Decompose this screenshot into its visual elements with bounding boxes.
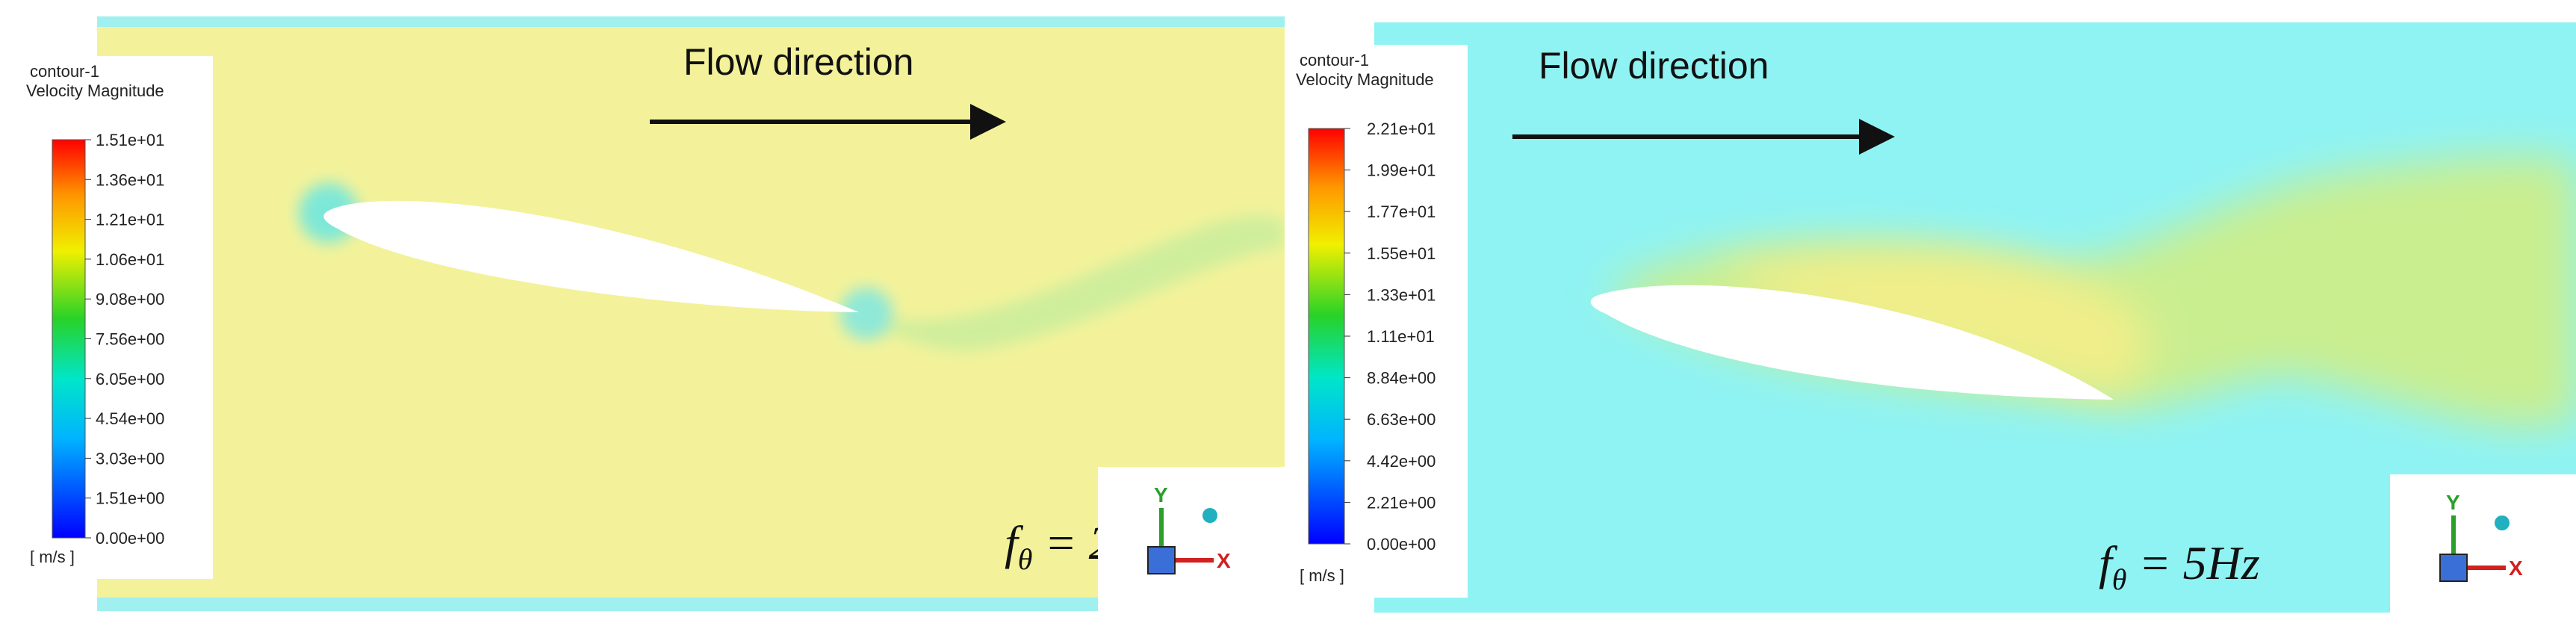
colorbar-label: 2.21e+00 xyxy=(1367,493,1436,512)
colorbar-label: 1.36e+01 xyxy=(96,170,164,189)
frequency-label: fθ = 5Hz xyxy=(2099,536,2260,596)
legend-quantity: Velocity Magnitude xyxy=(1296,70,1434,89)
flow-label: Flow direction xyxy=(1539,45,1769,87)
triad-y-label: Y xyxy=(2446,491,2460,514)
frequency-rest: = 5Hz xyxy=(2126,536,2259,589)
colorbar xyxy=(1308,128,1345,545)
triad-center xyxy=(2439,554,2468,582)
colorbar-label: 1.51e+00 xyxy=(96,489,164,508)
triad-x-label: X xyxy=(2509,557,2523,580)
flow-label: Flow direction xyxy=(683,41,913,83)
legend-unit: [ m/s ] xyxy=(30,548,75,566)
legend-box xyxy=(15,56,213,579)
colorbar-label: 2.21e+01 xyxy=(1367,120,1436,138)
colorbar-label: 1.55e+01 xyxy=(1367,244,1436,263)
colorbar-label: 3.03e+00 xyxy=(96,449,164,468)
colorbar-label: 4.42e+00 xyxy=(1367,452,1436,471)
colorbar-label: 1.33e+01 xyxy=(1367,285,1436,304)
triad-y-label: Y xyxy=(1154,483,1168,506)
triad-x-label: X xyxy=(1217,549,1231,572)
colorbar-label: 1.51e+01 xyxy=(96,131,164,149)
triad-center xyxy=(1147,546,1176,574)
colorbar-label: 7.56e+00 xyxy=(96,330,164,349)
colorbar-label: 1.06e+01 xyxy=(96,250,164,269)
colorbar-label: 1.77e+01 xyxy=(1367,202,1436,221)
triad-dot xyxy=(2495,515,2510,530)
colorbar-label: 6.63e+00 xyxy=(1367,410,1436,429)
colorbar-label: 1.11e+01 xyxy=(1367,327,1435,346)
colorbar-label: 4.54e+00 xyxy=(96,409,164,428)
contour-field xyxy=(1374,22,2576,613)
triad-box xyxy=(2390,474,2576,613)
frequency-subscript: θ xyxy=(2112,563,2127,596)
triad-dot xyxy=(1202,508,1217,523)
triad-box xyxy=(1098,467,1285,613)
legend-unit: [ m/s ] xyxy=(1300,566,1344,585)
contour-field xyxy=(97,16,1285,611)
colorbar xyxy=(52,139,86,539)
colorbar-label: 1.99e+01 xyxy=(1367,161,1436,180)
legend-title: contour-1 xyxy=(1300,51,1369,69)
frequency-subscript: θ xyxy=(1018,542,1033,576)
colorbar-label: 8.84e+00 xyxy=(1367,369,1436,388)
colorbar-label: 9.08e+00 xyxy=(96,290,164,309)
colorbar-label: 0.00e+00 xyxy=(1367,535,1436,554)
colorbar-label: 1.21e+01 xyxy=(96,211,164,229)
colorbar-label: 6.05e+00 xyxy=(96,370,164,388)
colorbar-label: 0.00e+00 xyxy=(96,529,164,548)
legend-quantity: Velocity Magnitude xyxy=(26,81,164,100)
legend-title: contour-1 xyxy=(30,62,99,81)
